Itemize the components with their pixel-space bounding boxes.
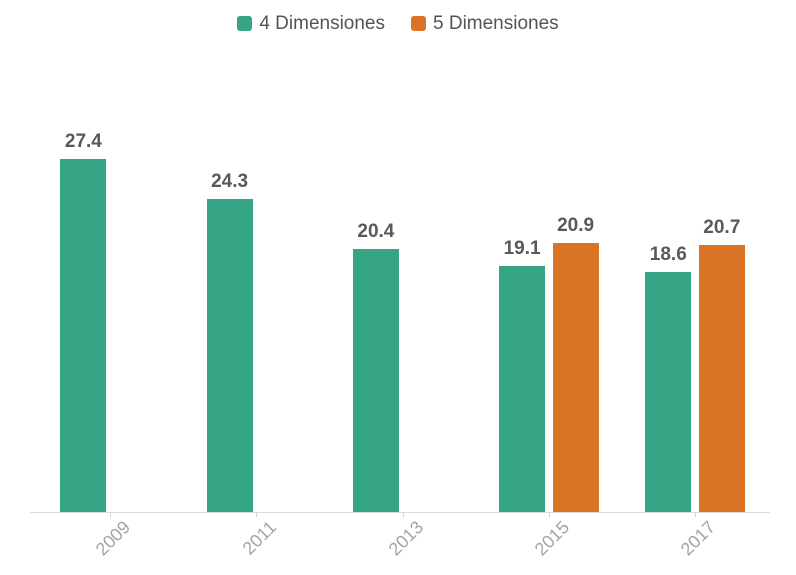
bar-value-label: 20.4 xyxy=(357,221,395,243)
legend-item: 4 Dimensiones xyxy=(237,14,385,33)
bar-value-label: 24.3 xyxy=(211,171,249,192)
x-axis-label: 2015 xyxy=(530,517,574,560)
legend-label: 5 Dimensiones xyxy=(433,13,559,34)
bar-value-label: 20.9 xyxy=(557,214,595,236)
bar-value-label: 27.4 xyxy=(64,131,102,153)
axis-tick xyxy=(110,512,111,517)
bar-value-label: 20.7 xyxy=(703,217,741,239)
bar-2009-series1 xyxy=(60,159,107,512)
bar-value-label: 18.6 xyxy=(649,244,687,266)
x-axis-label: 2011 xyxy=(238,517,281,559)
axis-tick xyxy=(549,512,550,517)
chart-legend: 4 Dimensiones 5 Dimensiones xyxy=(0,14,796,33)
legend-swatch-icon xyxy=(237,16,253,31)
x-axis-line xyxy=(30,512,770,513)
axis-tick xyxy=(256,512,257,517)
axis-tick xyxy=(695,512,696,517)
bar-2017-series2 xyxy=(698,245,745,512)
bar-2015-series2 xyxy=(552,242,599,512)
x-axis-label: 2009 xyxy=(91,517,135,560)
bar-2015-series1 xyxy=(499,266,546,512)
legend-swatch-icon xyxy=(411,16,426,31)
bar-2011-series1 xyxy=(206,199,253,512)
legend-label: 4 Dimensiones xyxy=(259,13,385,34)
legend-item: 5 Dimensiones xyxy=(411,14,559,33)
bar-value-label: 19.1 xyxy=(503,238,541,259)
bar-2017-series1 xyxy=(645,272,692,512)
x-axis-label: 2017 xyxy=(676,517,720,560)
axis-tick xyxy=(403,512,404,517)
bar-2013-series1 xyxy=(352,249,399,512)
x-axis-label: 2013 xyxy=(384,517,428,560)
